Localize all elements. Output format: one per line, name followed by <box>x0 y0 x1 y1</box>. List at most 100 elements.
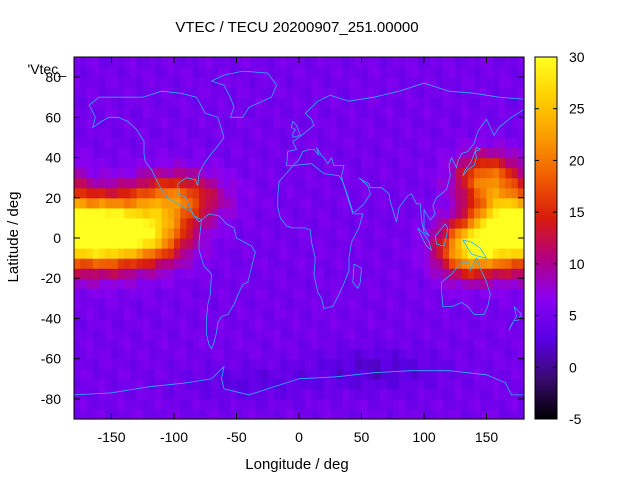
heatmap-cell <box>311 298 319 309</box>
heatmap-cell <box>249 157 256 169</box>
heatmap-cell <box>374 408 381 420</box>
heatmap-cell <box>442 278 450 289</box>
heatmap-cell <box>99 298 106 309</box>
heatmap-cell <box>130 197 138 209</box>
heatmap-cell <box>411 127 419 139</box>
heatmap-cell <box>411 187 419 199</box>
heatmap-cell <box>511 107 519 118</box>
heatmap-cell <box>105 177 113 189</box>
heatmap-cell <box>480 157 488 169</box>
heatmap-cell <box>217 278 225 289</box>
heatmap-cell <box>242 67 250 78</box>
heatmap-cell <box>424 378 431 390</box>
heatmap-cell <box>355 147 363 159</box>
heatmap-cell <box>180 187 188 199</box>
heatmap-cell <box>261 308 269 320</box>
heatmap-cell <box>92 107 100 118</box>
heatmap-cell <box>217 238 225 249</box>
heatmap-cell <box>424 57 431 68</box>
heatmap-cell <box>105 278 113 289</box>
heatmap-cell <box>255 167 263 179</box>
heatmap-cell <box>149 288 156 299</box>
heatmap-cell <box>492 227 500 239</box>
heatmap-cell <box>236 268 244 279</box>
heatmap-cell <box>274 288 281 299</box>
heatmap-cell <box>499 288 506 299</box>
heatmap-cell <box>411 378 419 390</box>
heatmap-cell <box>486 137 494 149</box>
heatmap-cell <box>249 328 256 340</box>
heatmap-cell <box>311 308 319 320</box>
heatmap-cell <box>324 117 331 128</box>
heatmap-cell <box>355 177 363 189</box>
heatmap-cell <box>361 258 369 269</box>
heatmap-cell <box>149 57 156 68</box>
heatmap-cell <box>342 278 350 289</box>
heatmap-cell <box>336 288 344 299</box>
heatmap-cell <box>274 87 281 98</box>
heatmap-cell <box>92 348 100 360</box>
heatmap-cell <box>424 217 431 229</box>
heatmap-cell <box>511 97 519 108</box>
heatmap-cell <box>430 127 438 139</box>
heatmap-cell <box>130 378 138 390</box>
heatmap-cell <box>424 318 431 330</box>
heatmap-cell <box>455 197 463 209</box>
heatmap-cell <box>386 388 394 400</box>
heatmap-cell <box>299 278 306 289</box>
heatmap-cell <box>105 207 113 219</box>
heatmap-cell <box>111 87 119 98</box>
heatmap-cell <box>161 248 169 259</box>
heatmap-cell <box>392 348 400 360</box>
heatmap-cell <box>299 77 306 88</box>
heatmap-cell <box>242 368 250 380</box>
heatmap-cell <box>224 77 231 88</box>
heatmap-cell <box>417 268 425 279</box>
heatmap-cell <box>311 97 319 108</box>
heatmap-cell <box>474 398 481 410</box>
heatmap-cell <box>436 87 444 98</box>
heatmap-cell <box>299 187 306 199</box>
heatmap-cell <box>461 278 469 289</box>
heatmap-cell <box>311 328 319 340</box>
heatmap-cell <box>317 167 325 179</box>
heatmap-cell <box>174 338 181 350</box>
heatmap-cell <box>136 227 144 239</box>
chart-title: VTEC / TECU 20200907_251.00000 <box>175 19 418 36</box>
heatmap-cell <box>124 338 131 350</box>
heatmap-cell <box>124 388 131 400</box>
heatmap-cell <box>467 137 475 149</box>
heatmap-cell <box>517 107 525 118</box>
heatmap-cell <box>499 398 506 410</box>
heatmap-cell <box>261 268 269 279</box>
heatmap-cell <box>417 57 425 68</box>
heatmap-cell <box>305 217 313 229</box>
heatmap-cell <box>180 328 188 340</box>
heatmap-cell <box>286 127 294 139</box>
heatmap-cell <box>392 388 400 400</box>
heatmap-cell <box>274 338 281 350</box>
heatmap-cell <box>161 97 169 108</box>
heatmap-cell <box>380 298 388 309</box>
heatmap-cell <box>330 338 338 350</box>
heatmap-cell <box>261 278 269 289</box>
heatmap-cell <box>361 57 369 68</box>
heatmap-cell <box>417 147 425 159</box>
heatmap-cell <box>130 167 138 179</box>
heatmap-cell <box>392 258 400 269</box>
heatmap-cell <box>186 278 194 289</box>
heatmap-cell <box>74 308 81 320</box>
heatmap-cell <box>411 137 419 149</box>
heatmap-cell <box>480 177 488 189</box>
heatmap-cell <box>167 328 175 340</box>
heatmap-cell <box>242 137 250 149</box>
heatmap-cell <box>249 398 256 410</box>
heatmap-cell <box>149 157 156 169</box>
heatmap-cell <box>192 87 200 98</box>
heatmap-cell <box>92 147 100 159</box>
heatmap-cell <box>192 358 200 370</box>
heatmap-cell <box>430 338 438 350</box>
heatmap-cell <box>142 197 150 209</box>
heatmap-cell <box>492 117 500 128</box>
heatmap-cell <box>111 368 119 380</box>
